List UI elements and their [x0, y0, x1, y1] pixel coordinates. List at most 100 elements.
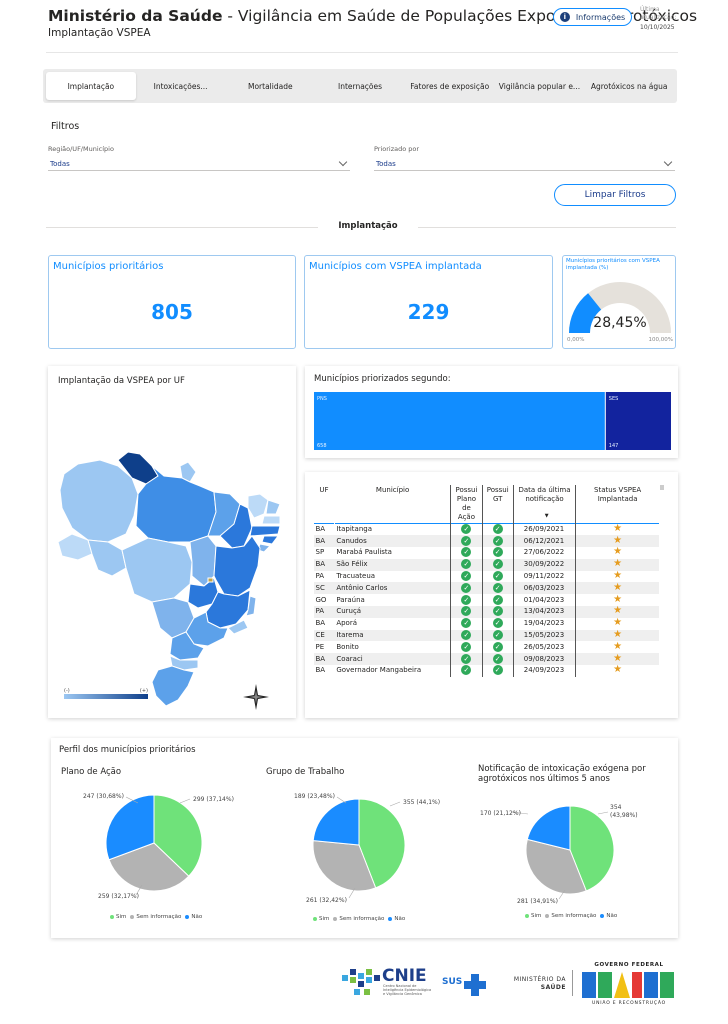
table-row[interactable]: BA São Félix ✓ ✓ 30/09/2022 ★	[313, 558, 659, 571]
brazil-choropleth-map[interactable]: (-) (+)	[48, 366, 296, 718]
check-circle-icon: ✓	[461, 653, 472, 664]
info-button[interactable]: i Informações	[553, 8, 632, 26]
cell-data: 26/09/2021	[512, 523, 576, 536]
star-icon: ★	[613, 558, 623, 570]
table-row[interactable]: PE Bonito ✓ ✓ 26/05/2023 ★	[314, 641, 659, 654]
table-row[interactable]: BA Aporá ✓ ✓ 19/04/2023 ★	[314, 617, 659, 630]
gauge-value: 28,45%	[593, 315, 646, 331]
cell-status: ★	[575, 606, 659, 618]
map-state-pb	[261, 515, 281, 525]
check-circle-icon: ✓	[461, 630, 472, 641]
cell-gt: ✓	[481, 547, 514, 559]
federal-gov-line2: UNIÃO E RECONSTRUÇÃO	[592, 1001, 666, 1006]
map-state-rn	[265, 499, 281, 515]
table-row[interactable]: CE Itarema ✓ ✓ 15/05/2023 ★	[313, 629, 659, 642]
filters-title: Filtros	[51, 121, 80, 132]
map-state-rj	[227, 619, 249, 635]
cell-data: 09/11/2022	[512, 570, 576, 583]
table-row[interactable]: SP Marabá Paulista ✓ ✓ 27/06/2022 ★	[314, 547, 659, 559]
cell-plano: ✓	[450, 606, 483, 618]
gauge-fill	[569, 293, 602, 333]
chevron-down-icon	[663, 157, 673, 167]
gauge-min-label: 0,00%	[567, 337, 584, 343]
info-icon: i	[559, 12, 570, 22]
table-row[interactable]: PA Tracuateua ✓ ✓ 09/11/2022 ★	[314, 570, 659, 583]
col-status[interactable]: Status VSPEA Implantada	[575, 485, 659, 524]
scrollbar-thumb[interactable]	[660, 485, 664, 490]
map-legend-max: (+)	[140, 688, 148, 694]
star-icon: ★	[613, 534, 623, 546]
cnie-logo-text: CNIE	[382, 966, 427, 986]
table-row[interactable]: BA Itapitanga ✓ ✓ 26/09/2021 ★	[314, 523, 659, 536]
segment-ses-label: SES	[609, 396, 619, 402]
check-circle-icon: ✓	[492, 618, 503, 629]
check-circle-icon: ✓	[461, 582, 472, 593]
table-row[interactable]: BA Canudos ✓ ✓ 06/12/2021 ★	[313, 534, 659, 548]
cell-plano: ✓	[450, 653, 483, 666]
cell-municipio: Aporá	[336, 619, 357, 628]
map-state-mt	[121, 537, 193, 603]
table-row[interactable]: BA Coaraci ✓ ✓ 09/08/2023 ★	[313, 653, 659, 666]
segment-pns	[314, 392, 605, 450]
cell-gt: ✓	[481, 641, 514, 654]
check-circle-icon: ✓	[492, 535, 503, 546]
col-municipio[interactable]: Município	[333, 485, 451, 524]
tab-5[interactable]: Vigilância popular e...	[498, 81, 581, 91]
cell-status: ★	[575, 653, 659, 666]
last-update-label: Última atualização:	[640, 6, 677, 21]
cell-municipio: Bonito	[336, 642, 359, 651]
chevron-down-icon	[338, 157, 348, 167]
cell-uf: SP	[315, 548, 325, 557]
cell-plano: ✓	[450, 535, 483, 548]
cell-uf: PA	[315, 572, 325, 581]
cell-plano: ✓	[450, 641, 483, 654]
prioritized-treemap[interactable]: PNS 658 SES 147	[305, 366, 678, 458]
table-row[interactable]: PA Curuçá ✓ ✓ 13/04/2023 ★	[313, 606, 659, 618]
cell-gt: ✓	[481, 629, 514, 642]
tab-1[interactable]: Intoxicações...	[153, 81, 208, 91]
col-uf[interactable]: UF	[313, 485, 335, 524]
segment-pns-value: 658	[317, 443, 327, 449]
federal-gov-line1: GOVERNO FEDERAL	[594, 962, 664, 968]
tab-4[interactable]: Fatores de exposição	[410, 81, 490, 91]
cell-data: 15/05/2023	[512, 629, 576, 642]
table-row[interactable]: GO Paraúna ✓ ✓ 01/04/2023 ★	[314, 594, 659, 607]
tab-2[interactable]: Mortalidade	[248, 81, 293, 91]
col-data[interactable]: Data da última notificação ▼	[512, 485, 576, 524]
check-circle-icon: ✓	[492, 606, 503, 617]
cell-data: 06/12/2021	[512, 535, 576, 548]
table-row[interactable]: BA Governador Mangabeira ✓ ✓ 24/09/2023 ★	[314, 665, 659, 677]
check-circle-icon: ✓	[461, 618, 472, 629]
table-row[interactable]: SC Antônio Carlos ✓ ✓ 06/03/2023 ★	[313, 582, 659, 595]
cell-gt: ✓	[481, 535, 514, 548]
col-plano[interactable]: Possui Plano de Ação	[450, 485, 483, 524]
tab-0[interactable]: Implantação	[46, 72, 136, 100]
cell-municipio: Itarema	[336, 631, 364, 640]
cell-uf: BA	[315, 536, 326, 545]
cell-data: 19/04/2023	[512, 617, 576, 630]
region-filter-value: Todas	[50, 159, 70, 168]
check-circle-icon: ✓	[492, 582, 503, 593]
cell-status: ★	[575, 571, 659, 583]
tab-6[interactable]: Agrotóxicos na água	[590, 81, 668, 91]
cell-status: ★	[575, 534, 659, 548]
check-circle-icon: ✓	[461, 559, 472, 570]
map-state-es	[245, 595, 257, 617]
map-legend-min: (-)	[64, 688, 70, 694]
map-panel: Implantação da VSPEA por UF	[48, 366, 296, 718]
cell-plano: ✓	[450, 617, 483, 630]
sort-desc-icon: ▼	[544, 513, 549, 519]
cell-data: 30/09/2022	[512, 558, 576, 571]
map-state-ce	[247, 493, 269, 519]
cell-municipio: Paraúna	[336, 595, 365, 604]
cell-data: 01/04/2023	[512, 594, 576, 607]
col-gt[interactable]: Possui GT	[481, 485, 514, 524]
kpi-title: Municípios com VSPEA implantada	[309, 261, 482, 272]
clear-filters-button[interactable]: Limpar Filtros	[554, 184, 676, 206]
priority-filter-select[interactable]: Todas	[374, 157, 675, 171]
tab-3[interactable]: Internações	[337, 81, 383, 91]
footer-divider	[572, 970, 573, 996]
region-filter-select[interactable]: Todas	[48, 157, 350, 171]
header-divider	[46, 52, 678, 53]
cell-municipio: Curuçá	[336, 607, 362, 616]
